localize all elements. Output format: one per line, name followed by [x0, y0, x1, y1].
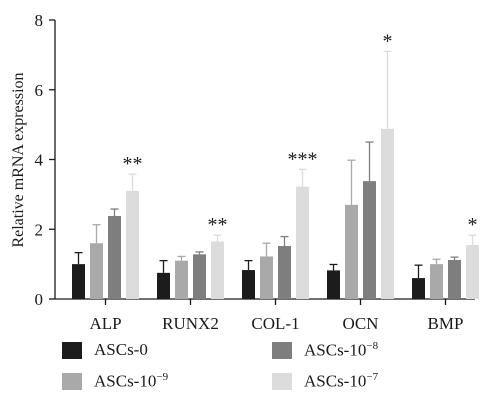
bar	[327, 270, 340, 299]
significance-marker: *	[383, 30, 393, 52]
y-tick-label: 2	[35, 220, 44, 239]
bar	[126, 190, 139, 299]
bar	[296, 186, 309, 299]
bar	[448, 259, 461, 299]
y-tick-label: 0	[35, 290, 44, 309]
bar	[381, 128, 394, 299]
bar	[363, 181, 376, 299]
y-tick-label: 4	[35, 151, 44, 170]
y-tick-label: 8	[35, 11, 44, 30]
bar	[345, 204, 358, 299]
x-axis: ALP RUNX2 COL-1 OCN BMP	[55, 298, 475, 333]
x-tick-label: OCN	[343, 314, 379, 333]
significance-marker: **	[208, 214, 228, 236]
bar	[157, 272, 170, 299]
y-axis-label: Relative mRNA expression	[10, 72, 27, 247]
x-tick-label: COL-1	[251, 314, 299, 333]
bar	[430, 264, 443, 299]
y-axis: 0 2 4 6 8	[35, 11, 56, 309]
significance-marker: **	[123, 153, 143, 175]
bar	[466, 244, 479, 299]
significance-marker: *	[468, 214, 478, 236]
bar	[175, 260, 188, 299]
bar	[242, 270, 255, 299]
x-tick-label: RUNX2	[162, 314, 219, 333]
y-tick-label: 6	[35, 81, 44, 100]
bar	[260, 256, 273, 299]
bars	[72, 50, 479, 299]
bar	[412, 278, 425, 299]
bar	[278, 245, 291, 299]
x-tick-label: BMP	[428, 314, 464, 333]
bar	[72, 264, 85, 299]
bar	[90, 243, 103, 299]
bar	[108, 215, 121, 299]
bar	[211, 241, 224, 299]
significance-marker: ***	[288, 148, 318, 170]
x-tick-label: ALP	[89, 314, 121, 333]
bar	[193, 254, 206, 299]
significance-annotations: *********	[123, 30, 478, 236]
